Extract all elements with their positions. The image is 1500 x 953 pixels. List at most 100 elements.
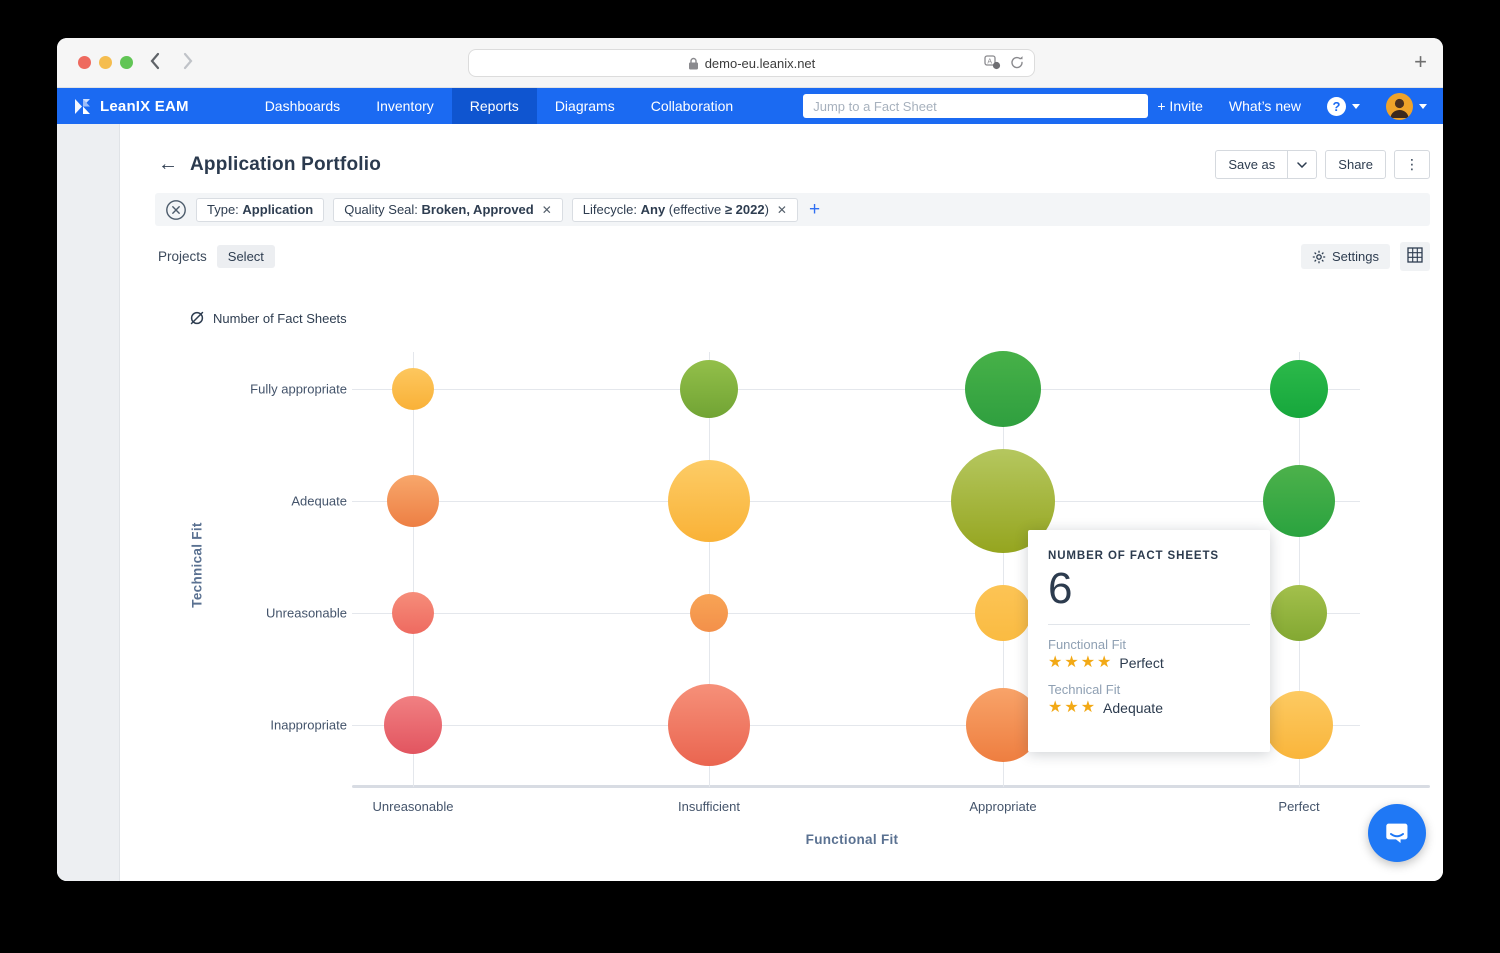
chart-bubble-unreasonable-adequate[interactable] [387, 475, 439, 527]
chart-bubble-unreasonable-fully-appropriate[interactable] [392, 368, 434, 410]
whats-new-button[interactable]: What’s new [1228, 98, 1301, 114]
gear-icon [1312, 250, 1326, 263]
main-menu: Dashboards Inventory Reports Diagrams Collab… [247, 88, 752, 124]
maximize-window-button[interactable] [120, 56, 133, 69]
nav-item-diagrams[interactable]: Diagrams [554, 98, 615, 114]
filter-chip-label: Type: Application [207, 202, 314, 217]
chart-bubble-appropriate-unreasonable[interactable] [975, 585, 1031, 641]
chart-bubble-insufficient-adequate[interactable] [668, 460, 750, 542]
filter-chip[interactable]: Quality Seal: Broken, Approved ✕ [333, 197, 563, 222]
filter-chip[interactable]: Type: Application [196, 197, 325, 222]
nav-item-inventory[interactable]: Inventory [376, 98, 434, 114]
star-icon: ★ [1097, 654, 1112, 672]
chat-bubble-icon [1386, 823, 1408, 843]
reload-icon[interactable] [1010, 55, 1024, 70]
star-icon: ★ [1080, 654, 1096, 672]
leanix-logo[interactable]: LeanIX EAM [57, 88, 205, 124]
user-menu[interactable] [1386, 92, 1427, 120]
page-title: Application Portfolio [190, 153, 382, 175]
chat-support-button[interactable] [1368, 804, 1426, 862]
invite-button[interactable]: + Invite [1157, 98, 1203, 114]
browser-back-icon[interactable] [149, 52, 160, 70]
star-icon: ★ [1064, 699, 1079, 717]
nav-item-reports[interactable]: Reports [451, 88, 537, 124]
window-controls[interactable] [78, 56, 133, 69]
remove-filter-icon[interactable]: ✕ [776, 202, 787, 217]
projects-select-button[interactable]: Select [216, 245, 275, 268]
gridline [1002, 352, 1004, 787]
add-filter-button[interactable]: + [808, 198, 821, 220]
bubble-chart: Number of Fact Sheets Functional Fit Tec… [57, 38, 1443, 881]
chart-tooltip: NUMBER OF FACT SHEETS 6 Functional Fit ★ ★… [1028, 530, 1270, 752]
diameter-icon [190, 311, 204, 325]
browser-titlebar: demo-eu.leanix.net A + [57, 38, 1443, 88]
more-options-button[interactable]: ⋮ [1394, 150, 1430, 179]
fact-sheet-search-input[interactable] [803, 94, 1149, 118]
help-menu[interactable]: ? [1327, 96, 1360, 116]
translate-icon[interactable]: A [984, 55, 1001, 70]
projects-label: Projects [158, 249, 207, 264]
tooltip-divider [1048, 624, 1250, 626]
gridline [352, 612, 1360, 614]
tooltip-title: NUMBER OF FACT SHEETS [1048, 550, 1219, 562]
gridline [352, 500, 1360, 502]
back-button[interactable]: ← [158, 153, 178, 175]
settings-label: Settings [1332, 249, 1379, 264]
tooltip-value: 6 [1048, 564, 1073, 613]
gridline [412, 352, 414, 787]
table-grid-icon [1407, 247, 1423, 263]
collapsed-sidebar [57, 124, 120, 881]
avatar [1386, 92, 1413, 120]
tooltip-fit-label: Technical Fit [1048, 682, 1121, 698]
y-tick-label: Inappropriate [270, 717, 347, 733]
save-as-button[interactable]: Save as [1215, 150, 1288, 179]
y-axis-title: Technical Fit [189, 522, 205, 608]
lock-icon [688, 57, 698, 69]
nav-item-dashboards[interactable]: Dashboards [264, 98, 341, 114]
chart-bubble-unreasonable-unreasonable[interactable] [392, 592, 434, 634]
chart-legend: Number of Fact Sheets [189, 310, 347, 326]
star-icon: ★ [1080, 699, 1096, 717]
minimize-window-button[interactable] [99, 56, 112, 69]
x-axis-title: Functional Fit [805, 832, 899, 847]
save-as-dropdown-button[interactable] [1287, 150, 1318, 179]
share-button[interactable]: Share [1325, 150, 1386, 179]
chart-bubble-perfect-fully-appropriate[interactable] [1270, 360, 1328, 418]
x-tick-label: Insufficient [678, 799, 740, 814]
help-icon: ? [1327, 96, 1346, 116]
table-view-button[interactable] [1400, 242, 1430, 271]
chart-bubble-appropriate-fully-appropriate[interactable] [965, 351, 1041, 427]
address-bar[interactable]: demo-eu.leanix.net A [468, 49, 1035, 77]
star-rating: ★ ★ ★ ★ Perfect [1048, 654, 1250, 672]
rating-text: Perfect [1119, 655, 1164, 672]
clear-filters-button[interactable] [165, 199, 187, 221]
chart-bubble-perfect-adequate[interactable] [1263, 465, 1335, 537]
chart-bubble-perfect-inappropriate[interactable] [1265, 691, 1333, 759]
filter-chip[interactable]: Lifecycle: Any (effective ≥ 2022) ✕ [571, 197, 798, 222]
chart-bubble-insufficient-unreasonable[interactable] [690, 594, 728, 632]
chart-bubble-perfect-unreasonable[interactable] [1271, 585, 1327, 641]
chart-bubble-insufficient-fully-appropriate[interactable] [680, 360, 738, 418]
close-window-button[interactable] [78, 56, 91, 69]
chart-bubble-insufficient-inappropriate[interactable] [668, 684, 750, 766]
remove-filter-icon[interactable]: ✕ [541, 202, 552, 217]
star-rating: ★ ★ ★ Adequate [1048, 699, 1250, 717]
filter-chip-label: Lifecycle: Any (effective ≥ 2022) [582, 202, 769, 217]
nav-item-collaboration[interactable]: Collaboration [650, 98, 734, 114]
chart-bubble-appropriate-inappropriate[interactable] [966, 688, 1040, 762]
x-tick-label: Unreasonable [372, 799, 454, 814]
chart-bubble-unreasonable-inappropriate[interactable] [384, 696, 442, 754]
brand-name: LeanIX EAM [100, 97, 189, 115]
new-tab-button[interactable]: + [1414, 49, 1427, 74]
chevron-down-icon [1419, 103, 1427, 109]
browser-forward-icon[interactable] [183, 52, 194, 70]
settings-button[interactable]: Settings [1301, 244, 1390, 269]
y-tick-label: Unreasonable [266, 605, 347, 621]
rating-text: Adequate [1103, 700, 1163, 717]
filter-chip-label: Quality Seal: Broken, Approved [344, 202, 534, 217]
y-tick-label: Fully appropriate [250, 381, 347, 397]
gridline [1298, 352, 1300, 787]
star-icon: ★ [1048, 699, 1063, 717]
legend-label: Number of Fact Sheets [213, 310, 347, 326]
circle-x-icon [166, 199, 186, 220]
